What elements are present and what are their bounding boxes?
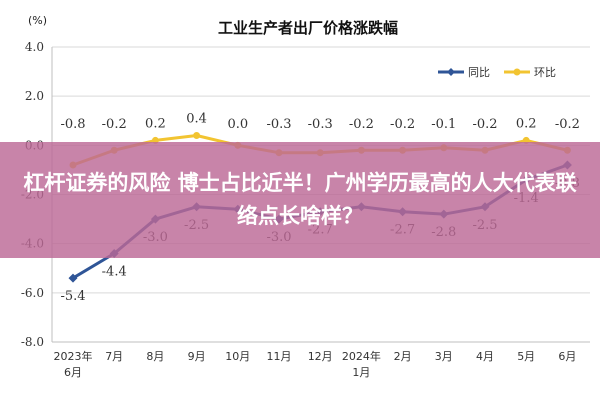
data-label: -5.4: [60, 289, 85, 304]
data-point: [68, 273, 78, 283]
x-axis-ticks: 2023年 6月 7月 8月 9月 10月 11月 12月 2024年 1月 2月 3月 4月 5月 6月: [54, 349, 577, 379]
data-label: -0.1: [431, 117, 456, 132]
data-point: [193, 132, 201, 139]
x-tick-label: 1月: [352, 366, 370, 379]
data-label: -0.2: [472, 117, 497, 132]
data-label: 0.0: [227, 117, 248, 132]
x-tick-label: 10月: [225, 350, 250, 363]
y-tick-label: 4.0: [25, 40, 44, 54]
x-tick-label: 6月: [558, 350, 576, 363]
data-label: -0.2: [390, 117, 415, 132]
y-tick-label: -6.0: [21, 286, 44, 300]
chart-title: 工业生产者出厂价格涨跌幅: [218, 19, 398, 37]
data-label: -0.2: [349, 117, 374, 132]
data-label: -4.4: [102, 265, 127, 280]
legend-marker-0: [447, 68, 455, 76]
data-label: 0.2: [516, 116, 537, 131]
data-label: -0.3: [266, 117, 291, 132]
x-tick-label: 12月: [308, 350, 333, 363]
data-label: -0.3: [308, 117, 333, 132]
y-axis-label: (%): [28, 14, 47, 27]
banner-headline[interactable]: 杠杆证券的风险 博士占比近半！广州学历最高的人大代表联络点长啥样？: [23, 171, 577, 228]
x-tick-label: 9月: [188, 350, 206, 363]
y-tick-label: 2.0: [25, 89, 44, 103]
data-label: -0.8: [60, 117, 85, 132]
legend-marker-1: [513, 68, 521, 76]
x-tick-label: 2023年: [54, 349, 93, 363]
y-tick-label: -8.0: [21, 335, 44, 349]
x-tick-label: 2024年: [342, 349, 381, 363]
x-tick-label: 11月: [267, 350, 292, 363]
x-tick-label: 2月: [394, 350, 412, 363]
data-label: 0.2: [145, 116, 166, 131]
x-tick-label: 8月: [146, 350, 164, 363]
data-label: -0.2: [555, 117, 580, 132]
x-tick-label: 4月: [476, 350, 494, 363]
overlay-banner[interactable]: 杠杆证券的风险 博士占比近半！广州学历最高的人大代表联络点长啥样？: [0, 142, 600, 258]
legend-label: 环比: [534, 66, 556, 79]
x-tick-label: 6月: [64, 366, 82, 379]
x-tick-label: 5月: [517, 350, 535, 363]
legend: 同比 环比: [438, 66, 556, 79]
data-label: 0.4: [186, 112, 207, 127]
x-tick-label: 7月: [105, 350, 123, 363]
x-tick-label: 3月: [435, 350, 453, 363]
legend-label: 同比: [468, 66, 490, 79]
data-label: -0.2: [102, 117, 127, 132]
